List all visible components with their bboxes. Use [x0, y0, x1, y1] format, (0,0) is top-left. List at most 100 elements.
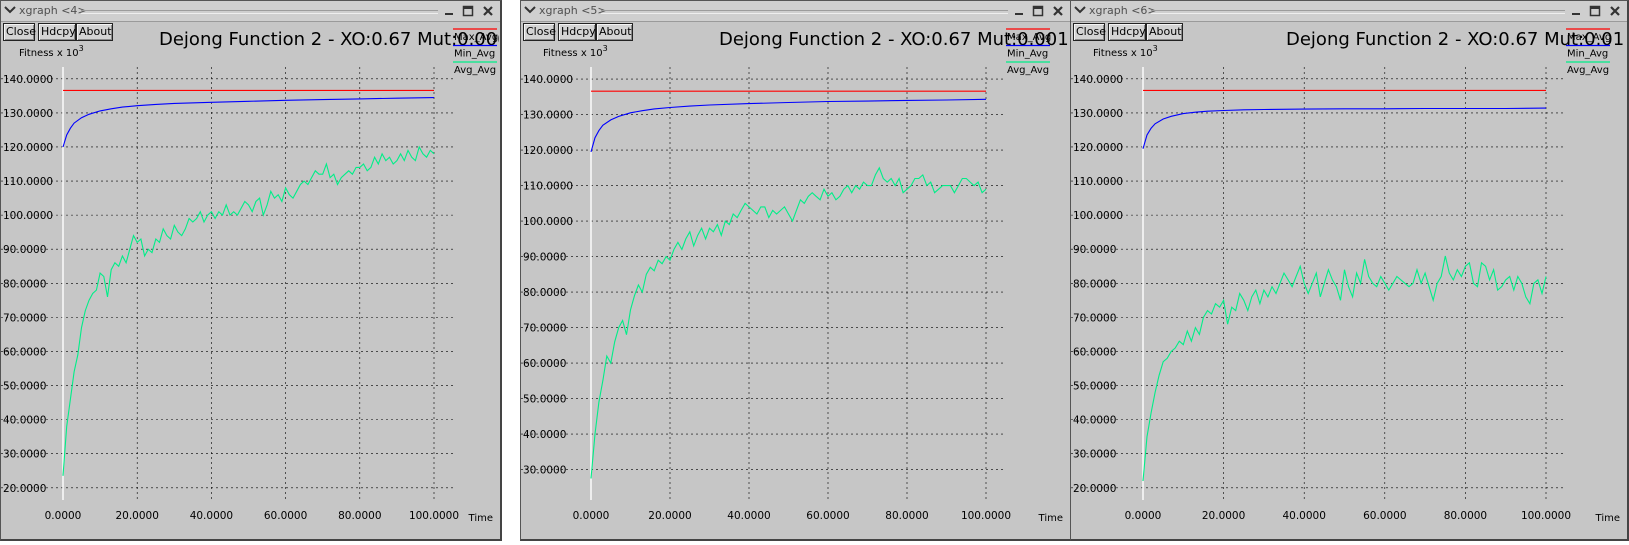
x-tick-label: 60.0000	[806, 510, 849, 522]
y-tick-label: 30.0000	[523, 465, 566, 477]
y-tick-label: 100.0000	[523, 216, 573, 228]
y-tick-label: 90.0000	[3, 244, 46, 256]
legend-label: Max_Avg	[454, 32, 498, 43]
minimize-icon[interactable]	[1569, 4, 1583, 18]
x-tick-label: 80.0000	[885, 510, 928, 522]
window-menu-icon[interactable]	[1074, 4, 1086, 16]
minimize-icon[interactable]	[1012, 4, 1026, 18]
y-tick-label: 120.0000	[1073, 142, 1123, 154]
y-tick-label: 60.0000	[523, 358, 566, 370]
close-icon[interactable]	[1051, 4, 1065, 18]
y-axis-label: Fitness x 103	[543, 44, 608, 59]
legend-label: Max_Avg	[1007, 32, 1051, 43]
about-button[interactable]: About	[76, 23, 113, 41]
y-tick-label: 50.0000	[523, 394, 566, 406]
y-tick-label: 80.0000	[523, 287, 566, 299]
window-title: xgraph <6>	[1089, 4, 1157, 17]
xgraph-window-2: xgraph <5> Close Hdcpy About Dejong Func…	[520, 0, 1072, 541]
titlebar-groove	[81, 10, 438, 14]
legend-label: Min_Avg	[1567, 49, 1608, 60]
x-tick-label: 40.0000	[727, 510, 770, 522]
window-menu-icon[interactable]	[524, 4, 536, 16]
x-tick-label: 0.0000	[1125, 510, 1162, 522]
hardcopy-button[interactable]: Hdcpy	[1108, 23, 1146, 41]
y-tick-label: 100.0000	[1073, 210, 1123, 222]
legend-label: Avg_Avg	[1007, 65, 1049, 76]
y-tick-label: 40.0000	[523, 429, 566, 441]
y-tick-label: 90.0000	[1073, 244, 1116, 256]
y-tick-label: 130.0000	[3, 108, 53, 120]
window-titlebar[interactable]: xgraph <6>	[1071, 1, 1627, 22]
x-axis-label: Time	[468, 513, 493, 524]
y-tick-label: 60.0000	[3, 346, 46, 358]
close-icon[interactable]	[1608, 4, 1622, 18]
fitness-chart: Dejong Function 2 - XO:0.67 Mut:0.001 Fi…	[521, 28, 1069, 524]
maximize-icon[interactable]	[1588, 4, 1602, 18]
xgraph-window-1: xgraph <4> Close Hdcpy About Dejong Func…	[0, 0, 502, 541]
y-tick-label: 120.0000	[523, 145, 573, 157]
fitness-chart: Dejong Function 2 - XO:0.67 Mut:0.01 Fit…	[1071, 28, 1624, 524]
y-tick-label: 50.0000	[1073, 381, 1116, 393]
xgraph-window-3: xgraph <6> Close Hdcpy About Dejong Func…	[1070, 0, 1629, 541]
y-tick-label: 70.0000	[3, 312, 46, 324]
close-button[interactable]: Close	[3, 23, 36, 41]
y-tick-label: 30.0000	[1073, 449, 1116, 461]
window-menu-icon[interactable]	[4, 4, 16, 16]
y-tick-label: 140.0000	[3, 74, 53, 86]
x-tick-label: 20.0000	[1202, 510, 1245, 522]
y-tick-label: 40.0000	[3, 415, 46, 427]
close-icon[interactable]	[481, 4, 495, 18]
y-tick-label: 90.0000	[523, 252, 566, 264]
x-tick-label: 20.0000	[115, 510, 158, 522]
titlebar-groove	[1151, 10, 1565, 14]
maximize-icon[interactable]	[1031, 4, 1045, 18]
y-tick-label: 20.0000	[3, 483, 46, 495]
about-button[interactable]: About	[1146, 23, 1183, 41]
legend-label: Min_Avg	[454, 49, 495, 60]
y-tick-label: 30.0000	[3, 449, 46, 461]
legend-label: Avg_Avg	[454, 65, 496, 76]
y-tick-label: 120.0000	[3, 142, 53, 154]
close-button[interactable]: Close	[523, 23, 556, 41]
window-titlebar[interactable]: xgraph <5>	[521, 1, 1070, 22]
legend-label: Max_Avg	[1567, 32, 1611, 43]
y-tick-label: 70.0000	[1073, 312, 1116, 324]
x-tick-label: 60.0000	[1363, 510, 1406, 522]
avg-avg-line	[62, 145, 435, 476]
hardcopy-button[interactable]: Hdcpy	[38, 23, 76, 41]
y-tick-label: 40.0000	[1073, 415, 1116, 427]
y-tick-label: 80.0000	[1073, 278, 1116, 290]
y-tick-label: 80.0000	[3, 278, 46, 290]
chart-title: Dejong Function 2 - XO:0.67 Mut:0.0001	[159, 29, 499, 50]
y-tick-label: 140.0000	[523, 74, 573, 86]
x-tick-label: 40.0000	[1282, 510, 1325, 522]
x-axis-label: Time	[1038, 513, 1063, 524]
y-tick-label: 140.0000	[1073, 74, 1123, 86]
maximize-icon[interactable]	[461, 4, 475, 18]
close-button[interactable]: Close	[1073, 23, 1106, 41]
minimize-icon[interactable]	[442, 4, 456, 18]
y-tick-label: 130.0000	[1073, 108, 1123, 120]
legend-label: Min_Avg	[1007, 49, 1048, 60]
y-tick-label: 100.0000	[3, 210, 53, 222]
hardcopy-button[interactable]: Hdcpy	[558, 23, 596, 41]
fitness-chart: Dejong Function 2 - XO:0.67 Mut:0.0001 F…	[1, 28, 499, 524]
about-button[interactable]: About	[596, 23, 633, 41]
x-tick-label: 20.0000	[648, 510, 691, 522]
min-avg-line	[590, 98, 987, 153]
x-tick-label: 100.0000	[1521, 510, 1571, 522]
x-tick-label: 0.0000	[573, 510, 610, 522]
y-axis-label: Fitness x 103	[1093, 44, 1158, 59]
y-tick-label: 70.0000	[523, 323, 566, 335]
y-axis-label: Fitness x 103	[19, 44, 84, 59]
y-tick-label: 110.0000	[3, 176, 53, 188]
y-tick-label: 110.0000	[523, 181, 573, 193]
window-title: xgraph <4>	[19, 4, 87, 17]
window-titlebar[interactable]: xgraph <4>	[1, 1, 500, 22]
y-tick-label: 50.0000	[3, 381, 46, 393]
y-tick-label: 20.0000	[1073, 483, 1116, 495]
x-tick-label: 80.0000	[338, 510, 381, 522]
y-tick-label: 130.0000	[523, 110, 573, 122]
x-axis-label: Time	[1595, 513, 1620, 524]
min-avg-line	[62, 97, 435, 148]
